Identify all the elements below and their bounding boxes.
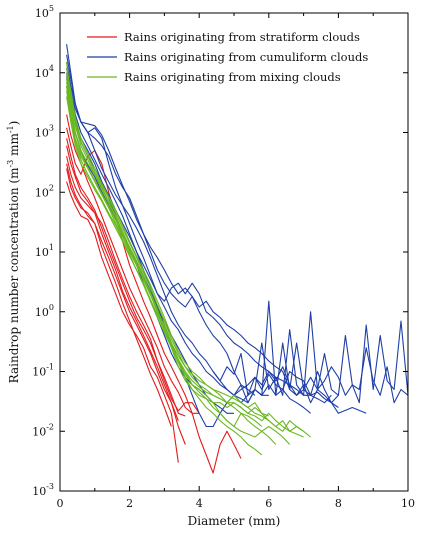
y-tick-label: 105	[35, 4, 54, 20]
x-tick-label: 8	[335, 497, 342, 510]
y-axis-title-end: )	[7, 121, 21, 126]
series-line-0-6	[66, 168, 172, 427]
series-line-1-5	[66, 67, 367, 428]
x-axis: 0 2 4 6 8 10	[57, 13, 415, 510]
series-line-0-2	[66, 138, 186, 417]
series-line-2-5	[66, 67, 263, 427]
y-tick-label: 100	[35, 303, 54, 319]
series-line-0-4	[66, 145, 186, 445]
series-line-1-2	[66, 62, 339, 408]
y-tick-label: 101	[35, 243, 54, 259]
legend-label: Rains originating from stratiform clouds	[124, 30, 360, 44]
series-line-0-7	[66, 156, 200, 414]
series-line-2-3	[66, 72, 263, 456]
x-tick-label: 6	[265, 497, 272, 510]
x-tick-label: 10	[401, 497, 415, 510]
x-tick-label: 0	[57, 497, 64, 510]
series-line-2-7	[66, 96, 291, 445]
y-axis-title-mid: mm	[7, 133, 21, 160]
series-line-0-1	[66, 163, 179, 421]
series-line-1-7	[212, 352, 339, 404]
series-line-1-8	[254, 311, 408, 404]
legend-label: Rains originating from mixing clouds	[124, 70, 341, 84]
x-axis-title: Diameter (mm)	[188, 514, 281, 528]
y-tick-label: 10-3	[32, 482, 54, 498]
y-axis-title-exp-2: -1	[6, 125, 15, 133]
x-tick-label: 2	[126, 497, 133, 510]
y-tick-label: 10-2	[32, 422, 54, 438]
y-axis-title-main: Raindrop number concentration (m	[7, 167, 21, 383]
series-line-1-6	[66, 75, 311, 414]
series-line-2-6	[66, 81, 304, 438]
y-tick-label: 10-1	[32, 363, 54, 379]
y-axis-title-exp-1: -3	[6, 160, 15, 168]
y-axis-title: Raindrop number concentration (m-3 mm-1)	[6, 121, 21, 384]
series-line-2-2	[66, 62, 304, 432]
y-tick-label: 104	[35, 64, 54, 80]
legend: Rains originating from stratiform clouds…	[87, 30, 368, 84]
series-layer	[66, 44, 408, 474]
series-line-0-0	[66, 181, 179, 463]
y-tick-label: 103	[35, 124, 54, 140]
y-tick-label: 102	[35, 183, 54, 199]
series-line-1-1	[66, 54, 332, 404]
series-line-2-1	[66, 85, 277, 445]
x-tick-label: 4	[196, 497, 203, 510]
series-line-1-9	[233, 300, 408, 404]
series-line-1-0	[66, 44, 256, 396]
legend-label: Rains originating from cumuliform clouds	[124, 50, 368, 64]
y-axis: 10-3 10-2 10-1 100 101 102 103 104 105	[32, 4, 408, 498]
